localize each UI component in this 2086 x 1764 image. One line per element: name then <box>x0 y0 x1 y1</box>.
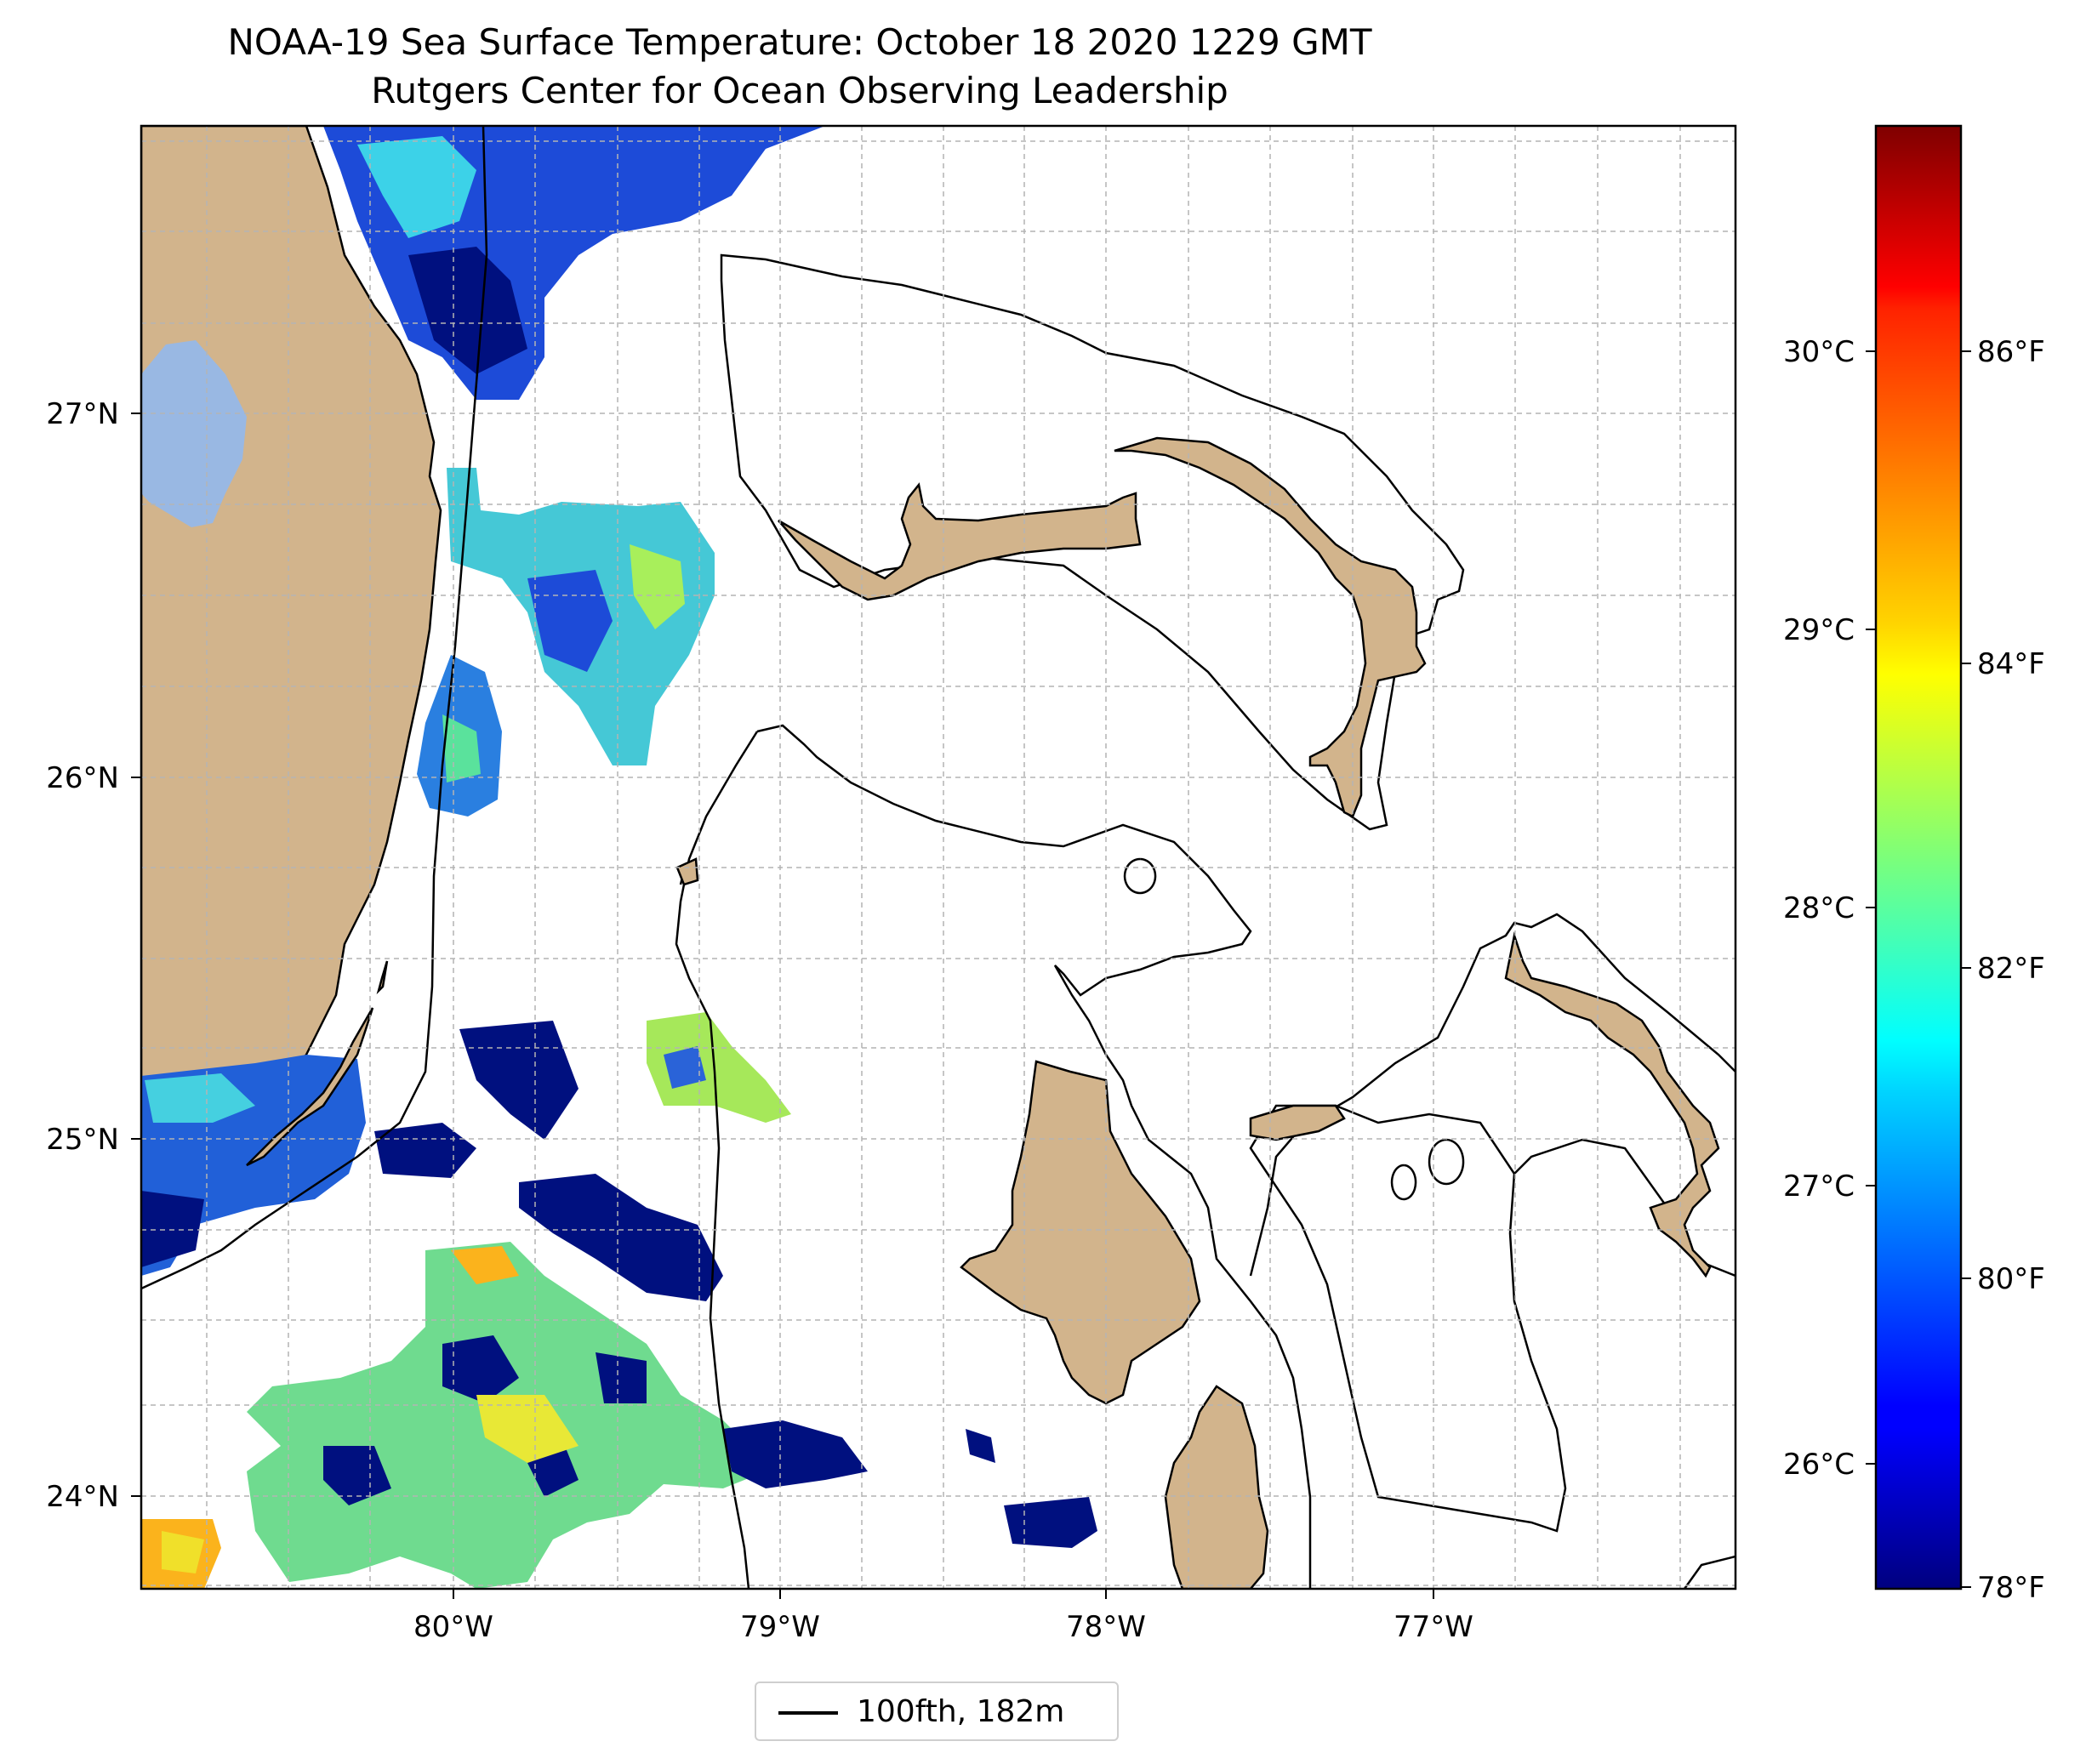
lon-tick-label: 77°W <box>1394 1610 1473 1644</box>
gridlines <box>141 126 1735 1589</box>
lon-tick-label: 78°W <box>1066 1610 1146 1644</box>
colorbar-celsius-label: 29°C <box>1783 613 1855 647</box>
chart-subtitle: Rutgers Center for Ocean Observing Leade… <box>371 70 1228 111</box>
colorbar-celsius-label: 30°C <box>1783 335 1855 369</box>
andros-island-south <box>1164 1385 1269 1589</box>
chart-title: NOAA-19 Sea Surface Temperature: October… <box>227 21 1372 63</box>
colorbar-fahrenheit-label: 78°F <box>1977 1571 2045 1605</box>
colorbar-celsius-label: 27°C <box>1783 1169 1855 1204</box>
sst-patch-small-2 <box>966 1429 995 1463</box>
colorbar-celsius-label: 28°C <box>1783 891 1855 925</box>
sst-swath-south-east <box>519 1174 723 1301</box>
colorbar-fahrenheit-label: 84°F <box>1977 647 2045 681</box>
lon-tick-label: 80°W <box>413 1610 493 1644</box>
colorbar-celsius-label: 26°C <box>1783 1448 1855 1482</box>
florida-keys <box>246 1007 374 1167</box>
lat-tick-label: 26°N <box>46 761 119 795</box>
sst-swath-center <box>459 1021 578 1140</box>
bahamas-islands <box>246 436 1720 1589</box>
lat-tick-label: 27°N <box>46 397 119 431</box>
contour-florida-shelf <box>141 126 488 1290</box>
lon-axis <box>453 1589 1434 1599</box>
colorbar <box>1874 124 1963 1590</box>
lake-okeechobee <box>141 340 247 527</box>
grand-bahama-island <box>778 482 1142 601</box>
eleuthera-island <box>1504 931 1720 1278</box>
lat-tick-label: 25°N <box>46 1123 119 1157</box>
sst-swath-far-south-east <box>723 1420 868 1488</box>
colorbar-fahrenheit-label: 82°F <box>1977 952 2045 986</box>
andros-island <box>960 1060 1201 1405</box>
sst-patch-small-1 <box>1004 1497 1097 1548</box>
map-area <box>141 126 1735 1589</box>
legend: 100fth, 182m <box>755 1681 1119 1741</box>
colorbar-fahrenheit-label: 86°F <box>1977 335 2045 369</box>
map-frame <box>140 124 1737 1590</box>
abaco-island <box>1114 436 1427 818</box>
colorbar-fahrenheit-label: 80°F <box>1977 1262 2045 1296</box>
legend-line-swatch <box>778 1711 838 1715</box>
lat-tick-label: 24°N <box>46 1480 119 1514</box>
colorbar-ticks <box>1866 350 1971 1588</box>
legend-label: 100fth, 182m <box>857 1694 1065 1729</box>
lon-tick-label: 79°W <box>740 1610 820 1644</box>
lat-axis <box>131 413 141 1497</box>
contour-little-bahama-bank <box>720 253 1465 831</box>
sst-swath-bimini <box>647 1012 791 1123</box>
berry-islands <box>1249 1104 1346 1141</box>
sst-swaths <box>141 126 1097 1589</box>
bimini-islands <box>675 857 699 886</box>
